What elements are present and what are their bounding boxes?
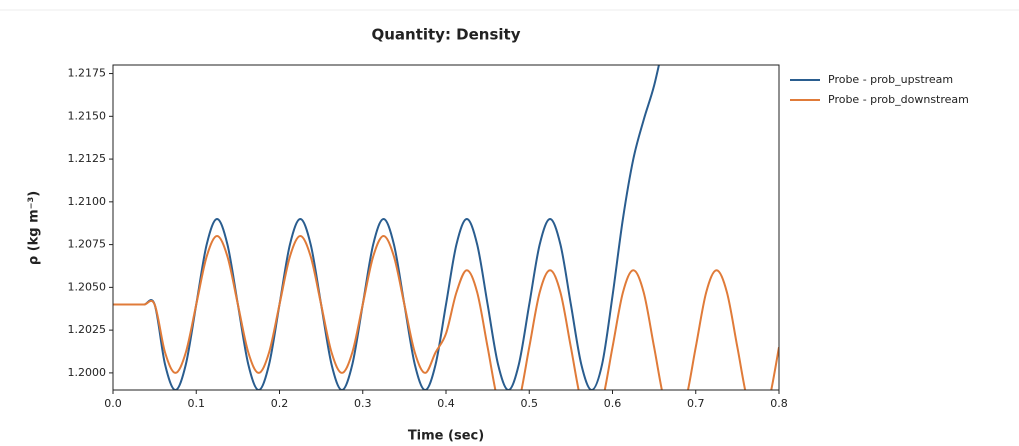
axes-frame [112,64,780,391]
y-tick-label: 1.2025 [68,323,107,336]
y-tick-label: 1.2150 [68,109,107,122]
y-tick-label: 1.2125 [68,152,107,165]
x-tick-label: 0.1 [188,397,206,410]
chart-title: Quantity: Density [371,26,520,44]
x-tick-label: 0.7 [687,397,705,410]
y-tick-label: 1.2000 [68,366,107,379]
x-tick-label: 0.8 [770,397,788,410]
y-tick-label: 1.2100 [68,195,107,208]
y-axis-label: ρ (kg m⁻³) [27,191,42,265]
y-tick-label: 1.2075 [68,238,107,251]
legend-label: Probe - prob_downstream [828,93,969,106]
y-tick-label: 1.2050 [68,280,107,293]
series-line [113,65,660,390]
series-line [113,235,779,390]
legend-label: Probe - prob_upstream [828,73,953,86]
x-axis-label: Time (sec) [408,429,484,444]
plot-area [113,65,779,390]
x-tick-label: 0.4 [437,397,455,410]
x-tick-label: 0.0 [104,397,122,410]
x-tick-label: 0.6 [604,397,622,410]
x-tick-label: 0.2 [271,397,289,410]
y-tick-label: 1.2175 [68,67,107,80]
x-tick-label: 0.3 [354,397,372,410]
x-tick-label: 0.5 [521,397,539,410]
